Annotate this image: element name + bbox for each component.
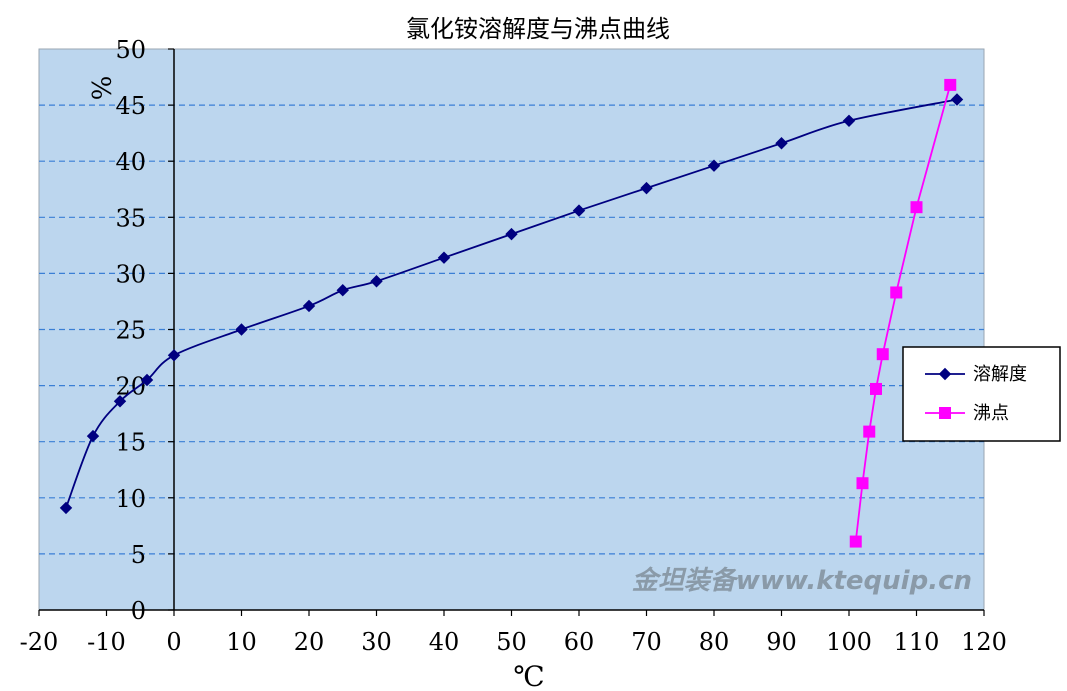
data-point [572, 204, 586, 217]
data-point [910, 201, 923, 214]
data-point [86, 429, 100, 443]
data-point [640, 181, 653, 195]
legend-box [902, 346, 1061, 442]
x-tick-label: -20 [20, 628, 59, 656]
y-tick-label: 10 [115, 485, 146, 513]
x-tick-label: 30 [361, 628, 392, 656]
data-point [437, 251, 451, 264]
x-tick-label: 50 [496, 628, 527, 656]
chart-title: 氯化铵溶解度与沸点曲线 [406, 15, 670, 43]
legend-marker [939, 407, 951, 419]
data-point [856, 477, 869, 490]
x-tick-label: 120 [961, 628, 1007, 656]
data-point [505, 227, 518, 241]
y-tick-label: 25 [115, 317, 146, 345]
legend-marker [938, 367, 952, 381]
y-tick-label: 30 [115, 260, 146, 288]
gridlines [39, 104, 984, 555]
legend-label: 沸点 [973, 403, 1009, 424]
data-point [167, 349, 181, 362]
x-tick-label: 20 [294, 628, 325, 656]
x-tick-label: 40 [429, 628, 460, 656]
data-point [950, 93, 964, 106]
y-tick-label: 35 [115, 204, 146, 232]
x-axis-label: ℃ [513, 660, 544, 691]
data-point [775, 137, 788, 150]
axes [38, 48, 985, 616]
y-tick-label: 0 [131, 597, 146, 625]
y-axis-label: % [85, 76, 115, 101]
data-point [876, 348, 889, 361]
x-tick-labels: -20 -10 0 10 20 30 40 50 60 70 80 90 100 110 120 [20, 628, 1007, 656]
series-line [854, 84, 952, 542]
data-point [235, 323, 248, 336]
x-tick-label: -10 [87, 628, 126, 656]
data-point [890, 286, 903, 299]
series-line [65, 98, 958, 509]
data-point [140, 373, 154, 387]
data-point [113, 395, 127, 408]
data-point [707, 159, 721, 172]
x-tick-label: 70 [631, 628, 662, 656]
series-layer [59, 78, 964, 548]
series-1 [59, 93, 964, 515]
watermark: 金坦装备www.ktequip.cn [632, 566, 972, 596]
y-tick-label: 5 [131, 541, 146, 569]
x-tick-label: 0 [166, 628, 181, 656]
x-tick-label: 10 [226, 628, 257, 656]
data-point [302, 299, 316, 313]
y-tick-label: 50 [115, 36, 146, 64]
data-point [944, 78, 957, 91]
data-point [842, 114, 856, 128]
x-tick-label: 90 [766, 628, 797, 656]
data-point [863, 425, 876, 438]
data-point [370, 275, 383, 288]
data-point [336, 284, 349, 297]
data-point [849, 535, 862, 548]
data-point [59, 501, 73, 515]
x-tick-label: 110 [894, 628, 940, 656]
x-tick-label: 60 [564, 628, 595, 656]
y-tick-label: 15 [115, 429, 146, 457]
y-tick-label: 40 [115, 148, 146, 176]
data-point [870, 382, 882, 395]
x-tick-label: 80 [699, 628, 730, 656]
y-tick-label: 45 [115, 92, 146, 120]
x-tick-label: 100 [826, 628, 872, 656]
series-2 [849, 78, 957, 548]
legend-label: 溶解度 [973, 364, 1027, 385]
